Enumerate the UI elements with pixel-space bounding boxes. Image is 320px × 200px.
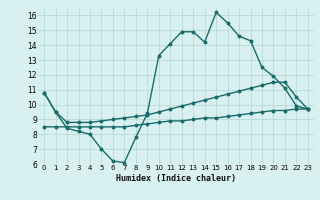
X-axis label: Humidex (Indice chaleur): Humidex (Indice chaleur) — [116, 174, 236, 183]
